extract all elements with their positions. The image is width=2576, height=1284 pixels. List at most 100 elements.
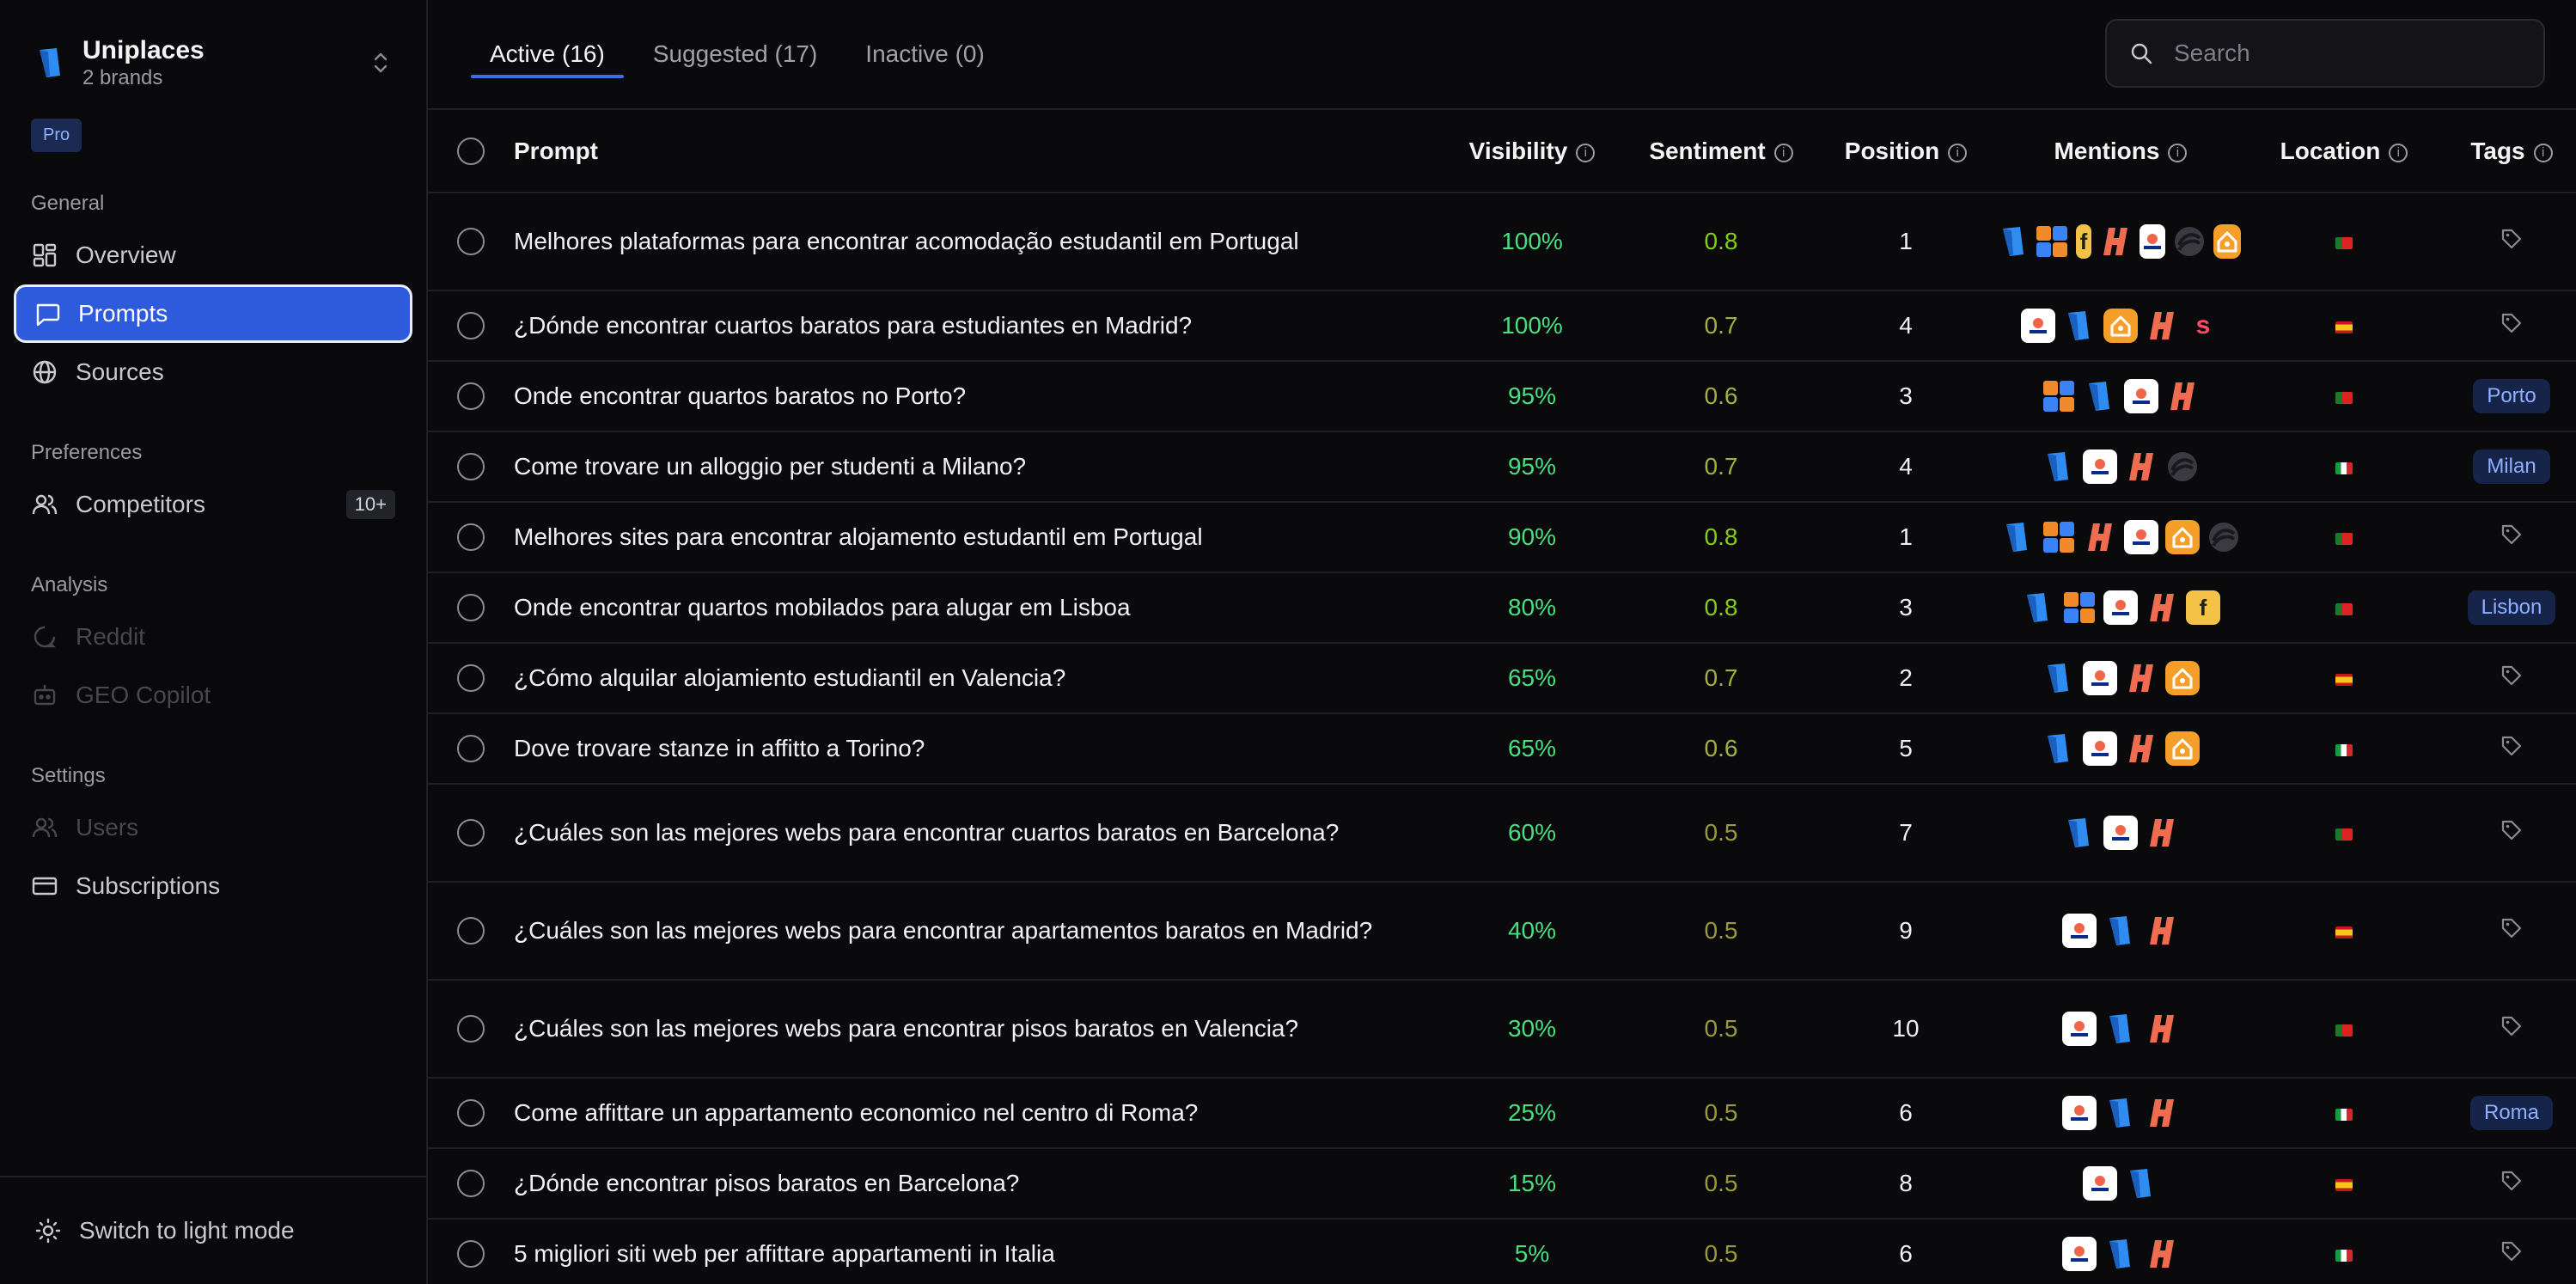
row-checkbox[interactable] xyxy=(428,1078,514,1149)
info-icon[interactable]: i xyxy=(1773,143,1793,162)
tag-icon[interactable] xyxy=(2500,227,2524,251)
housinganywhere-icon xyxy=(2145,816,2179,850)
row-checkbox[interactable] xyxy=(428,193,514,291)
topbar: Active (16) Suggested (17) Inactive (0) xyxy=(428,0,2576,110)
table-row[interactable]: ¿Cuáles son las mejores webs para encont… xyxy=(428,784,2576,883)
sidebar-item-competitors[interactable]: Competitors 10+ xyxy=(14,475,412,534)
tag-icon[interactable] xyxy=(2500,1169,2524,1193)
table-row[interactable]: Come affittare un appartamento economico… xyxy=(428,1078,2576,1149)
info-icon[interactable]: i xyxy=(2389,143,2408,162)
header-location[interactable]: Location i xyxy=(2241,110,2447,193)
row-checkbox[interactable] xyxy=(428,431,514,503)
mentions-cell: s xyxy=(2000,290,2241,362)
tag-pill[interactable]: Lisbon xyxy=(2467,590,2556,625)
location-cell xyxy=(2241,1219,2447,1284)
tag-icon[interactable] xyxy=(2500,916,2524,940)
prompt-text: Onde encontrar quartos baratos no Porto? xyxy=(514,361,1433,432)
tag-icon[interactable] xyxy=(2500,1014,2524,1038)
row-checkbox[interactable] xyxy=(428,1148,514,1220)
table-row[interactable]: Melhores plataformas para encontrar acom… xyxy=(428,193,2576,291)
sidebar-item-overview[interactable]: Overview xyxy=(14,226,412,284)
housinganywhere-icon xyxy=(2083,520,2117,554)
tag-icon[interactable] xyxy=(2500,523,2524,547)
tab-inactive[interactable]: Inactive (0) xyxy=(865,40,985,67)
homelike-icon xyxy=(2213,224,2241,259)
header-prompt[interactable]: Prompt xyxy=(514,110,1433,193)
tag-icon[interactable] xyxy=(2500,663,2524,688)
users-icon xyxy=(32,494,58,515)
tags-cell xyxy=(2447,643,2576,714)
header-position[interactable]: Position i xyxy=(1811,110,2000,193)
prompt-text: Melhores plataformas para encontrar acom… xyxy=(514,193,1433,291)
info-icon[interactable]: i xyxy=(1576,143,1596,162)
uniplaces-icon xyxy=(2000,520,2035,554)
table-row[interactable]: 5 migliori siti web per affittare appart… xyxy=(428,1219,2576,1284)
uniplaces-icon xyxy=(2042,731,2076,766)
tag-pill[interactable]: Milan xyxy=(2473,449,2550,484)
row-checkbox[interactable] xyxy=(428,882,514,981)
sidebar-item-prompts[interactable]: Prompts xyxy=(14,284,412,343)
info-icon[interactable]: i xyxy=(2533,143,2553,162)
brand-switcher[interactable]: Uniplaces 2 brands xyxy=(17,31,409,95)
row-checkbox[interactable] xyxy=(428,1219,514,1284)
table-row[interactable]: Melhores sites para encontrar alojamento… xyxy=(428,502,2576,573)
search-input[interactable] xyxy=(2174,40,2518,67)
uniplaces-icon xyxy=(2103,914,2138,948)
tag-pill[interactable]: Porto xyxy=(2473,379,2550,413)
flag-es-icon xyxy=(2335,1179,2353,1191)
header-mentions[interactable]: Mentions i xyxy=(2000,110,2241,193)
row-checkbox[interactable] xyxy=(428,980,514,1079)
info-icon[interactable]: i xyxy=(2168,143,2188,162)
theme-toggle[interactable]: Switch to light mode xyxy=(0,1176,426,1284)
location-cell xyxy=(2241,643,2447,714)
header-tags[interactable]: Tags i xyxy=(2447,110,2576,193)
row-checkbox[interactable] xyxy=(428,572,514,644)
table-row[interactable]: Onde encontrar quartos baratos no Porto?… xyxy=(428,361,2576,432)
studapart-icon xyxy=(2172,224,2207,259)
dashboard-icon xyxy=(33,243,57,267)
s-brand-icon: s xyxy=(2195,311,2211,339)
sidebar-item-subscriptions[interactable]: Subscriptions xyxy=(14,857,412,915)
homelike-icon xyxy=(2165,661,2200,695)
sidebar-item-label: Users xyxy=(76,814,139,841)
position-value: 2 xyxy=(1811,643,2000,714)
info-icon[interactable]: i xyxy=(1948,143,1968,162)
tag-icon[interactable] xyxy=(2500,734,2524,758)
header-visibility[interactable]: Visibility i xyxy=(1433,110,1631,193)
sentiment-value: 0.7 xyxy=(1631,431,1811,503)
tag-pill[interactable]: Roma xyxy=(2469,1096,2554,1130)
table-row[interactable]: Come trovare un alloggio per studenti a … xyxy=(428,431,2576,503)
tag-icon[interactable] xyxy=(2500,311,2524,335)
table-row[interactable]: ¿Cómo alquilar alojamiento estudiantil e… xyxy=(428,643,2576,714)
table-row[interactable]: Onde encontrar quartos mobilados para al… xyxy=(428,572,2576,644)
tab-suggested[interactable]: Suggested (17) xyxy=(652,40,818,67)
sidebar-item-label: Subscriptions xyxy=(76,872,221,899)
row-checkbox[interactable] xyxy=(428,290,514,362)
row-checkbox[interactable] xyxy=(428,643,514,714)
search-box[interactable] xyxy=(2105,19,2545,88)
table-row[interactable]: ¿Dónde encontrar cuartos baratos para es… xyxy=(428,290,2576,362)
flag-it-icon xyxy=(2335,462,2353,474)
row-checkbox[interactable] xyxy=(428,361,514,432)
select-all-checkbox[interactable] xyxy=(428,110,514,193)
tab-active[interactable]: Active (16) xyxy=(471,0,624,109)
sidebar-item-sources[interactable]: Sources xyxy=(14,343,412,401)
table-row[interactable]: ¿Cuáles son las mejores webs para encont… xyxy=(428,882,2576,981)
plan-badge: Pro xyxy=(31,119,82,152)
sentiment-value: 0.5 xyxy=(1631,882,1811,981)
tags-cell xyxy=(2447,882,2576,981)
header-sentiment[interactable]: Sentiment i xyxy=(1631,110,1811,193)
uniplaces-icon xyxy=(2042,449,2076,484)
tag-icon[interactable] xyxy=(2500,1239,2524,1263)
table-row[interactable]: Dove trovare stanze in affitto a Torino?… xyxy=(428,713,2576,785)
nav-analysis: Reddit GEO Copilot xyxy=(0,608,426,725)
row-checkbox[interactable] xyxy=(428,502,514,573)
tag-icon[interactable] xyxy=(2500,818,2524,842)
table-row[interactable]: ¿Dónde encontrar pisos baratos en Barcel… xyxy=(428,1148,2576,1220)
position-value: 4 xyxy=(1811,290,2000,362)
table-row[interactable]: ¿Cuáles son las mejores webs para encont… xyxy=(428,980,2576,1079)
prompt-text: ¿Cuáles son las mejores webs para encont… xyxy=(514,882,1433,981)
visibility-value: 5% xyxy=(1433,1219,1631,1284)
row-checkbox[interactable] xyxy=(428,713,514,785)
row-checkbox[interactable] xyxy=(428,784,514,883)
